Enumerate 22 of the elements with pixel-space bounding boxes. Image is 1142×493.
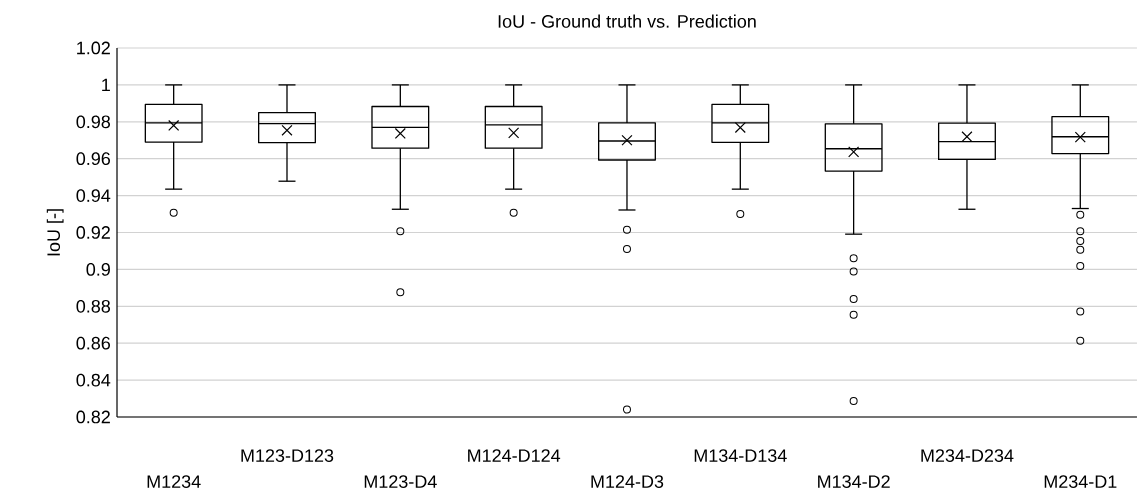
y-axis-title: IoU [-] (46, 209, 64, 256)
y-tick-label: 0.82 (76, 410, 110, 424)
y-tick-label: 0.84 (76, 373, 111, 387)
x-tick-label: M1234 (147, 475, 201, 488)
x-tick-label: M124-D124 (468, 449, 561, 462)
y-tick-label: 0.96 (76, 152, 111, 166)
x-tick-label: M134-D134 (694, 449, 787, 462)
x-tick-label: M123-D4 (364, 475, 437, 488)
x-tick-label: M124-D3 (591, 475, 664, 488)
x-tick-label: M234-D234 (921, 449, 1014, 462)
y-tick-label: 0.88 (76, 299, 111, 313)
x-tick-label: M123-D123 (241, 449, 334, 462)
y-tick-label: 1 (102, 78, 110, 92)
y-tick-label: 0.92 (76, 226, 110, 239)
y-tick-label: 0.98 (76, 115, 111, 129)
x-tick-label: M134-D2 (818, 475, 890, 488)
x-tick-label: M234-D1 (1044, 475, 1117, 488)
y-tick-label: 0.86 (76, 336, 111, 350)
y-tick-label: 0.94 (76, 189, 111, 202)
y-tick-label: 1.02 (77, 41, 110, 55)
y-tick-label: 0.9 (86, 263, 110, 276)
chart-title: IoU - Ground truth vs. Prediction (498, 14, 756, 28)
